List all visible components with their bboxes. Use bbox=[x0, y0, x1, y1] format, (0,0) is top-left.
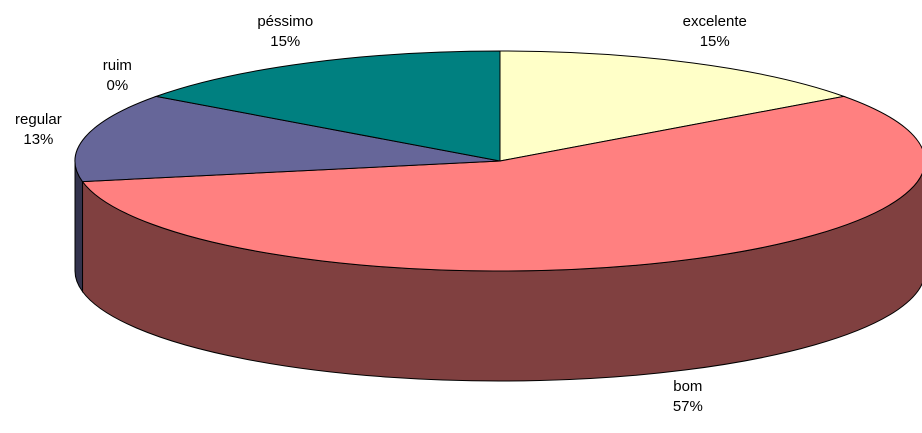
percentage-label: 15% bbox=[700, 33, 730, 50]
pie-slice-regular bbox=[74, 95, 501, 183]
category-label: péssimo bbox=[257, 13, 313, 30]
pie-label-excelente: excelente 15% bbox=[683, 13, 747, 50]
percentage-label: 15% bbox=[270, 33, 300, 50]
percentage-label: 13% bbox=[23, 131, 53, 148]
pie-slice-pessimo bbox=[154, 50, 501, 162]
category-label: ruim bbox=[103, 57, 132, 74]
pie-labels: excelente 15% bom 57% regular 13% ruim 0% péssim… bbox=[15, 13, 747, 415]
category-label: bom bbox=[673, 378, 702, 395]
pie-label-ruim: ruim 0% bbox=[103, 57, 132, 94]
percentage-label: 0% bbox=[106, 77, 128, 94]
pie-label-pessimo: péssimo 15% bbox=[257, 13, 313, 50]
percentage-label: 57% bbox=[673, 398, 703, 415]
category-label: excelente bbox=[683, 13, 747, 30]
pie-label-bom: bom 57% bbox=[673, 378, 703, 415]
pie-slice-excelente bbox=[499, 50, 846, 162]
pie-label-regular: regular 13% bbox=[15, 111, 62, 148]
category-label: regular bbox=[15, 111, 62, 128]
pie-slice-bom bbox=[81, 95, 922, 272]
pie-slices bbox=[74, 50, 922, 272]
